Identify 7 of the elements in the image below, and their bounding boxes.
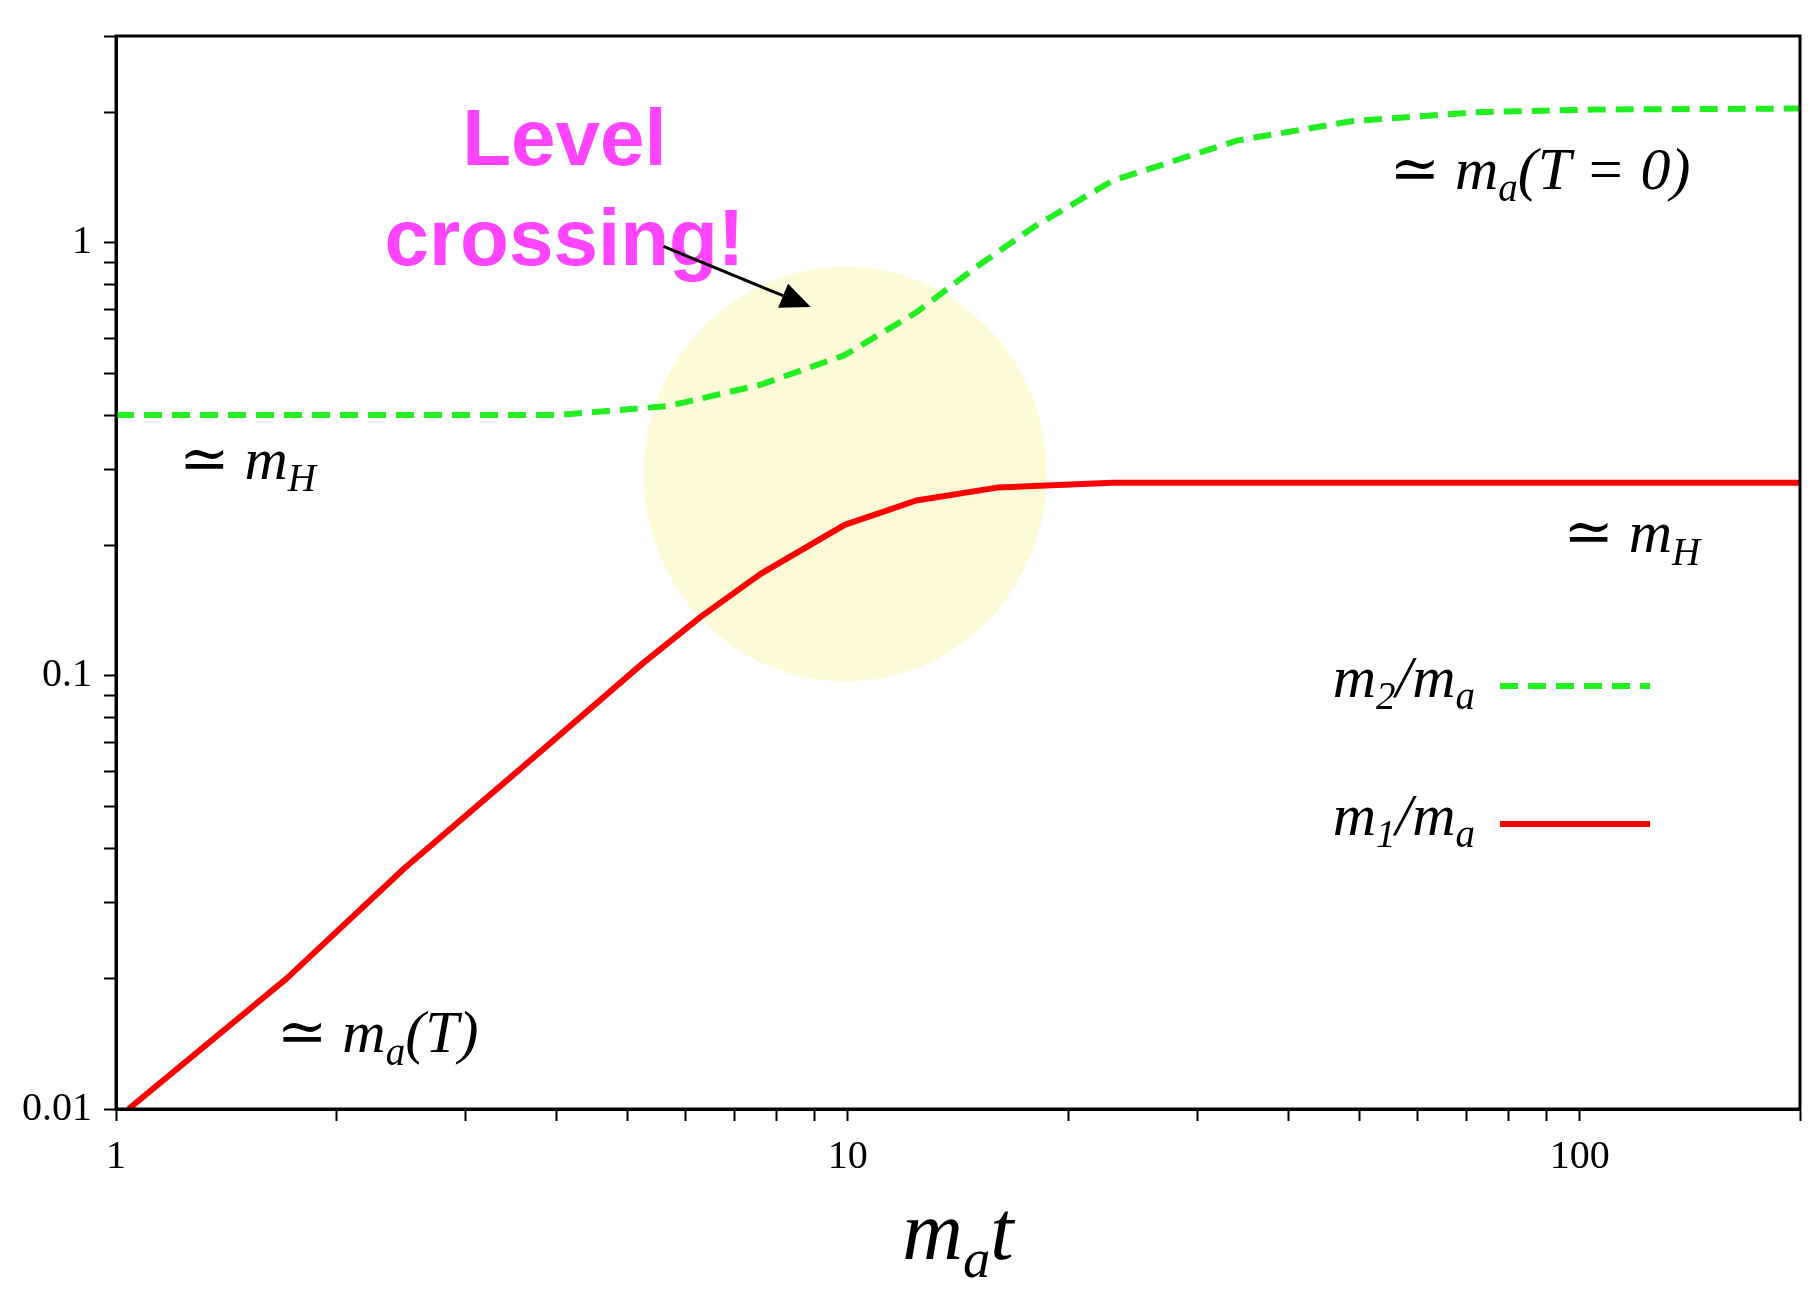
y-tick-label: 1 xyxy=(72,217,92,263)
y-tick-label: 0.01 xyxy=(22,1083,92,1129)
x-tick-label: 1 xyxy=(106,1131,126,1177)
annotation: Level crossing! xyxy=(384,93,745,283)
x-tick-label: 100 xyxy=(1549,1131,1610,1177)
x-tick-label: 10 xyxy=(827,1131,868,1177)
y-tick-label: 0.1 xyxy=(42,650,92,696)
